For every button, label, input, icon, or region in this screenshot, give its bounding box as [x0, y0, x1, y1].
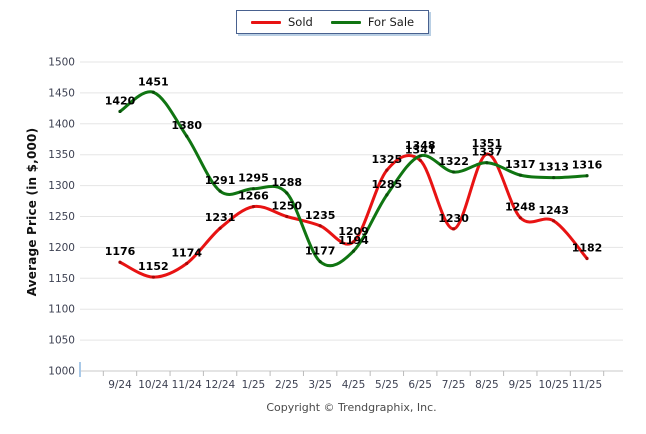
x-tick-label: 1/25 — [242, 379, 266, 391]
point-label-sold: 1174 — [171, 246, 202, 259]
y-tick-label: 1200 — [48, 242, 75, 254]
data-point-sold — [518, 216, 522, 220]
data-point-for-sale — [118, 109, 122, 114]
data-point-sold — [118, 260, 122, 264]
x-tick-label: 2/25 — [275, 379, 299, 391]
data-point-for-sale — [518, 173, 522, 177]
legend-label-sold: Sold — [288, 15, 313, 29]
point-label-sold: 1341 — [405, 143, 436, 156]
point-label-for-sale: 1337 — [472, 146, 503, 159]
data-point-sold — [485, 152, 489, 156]
x-tick-label: 9/24 — [108, 379, 132, 391]
point-label-sold: 1231 — [205, 211, 236, 224]
data-point-for-sale — [185, 134, 189, 138]
point-label-sold: 1209 — [338, 225, 369, 238]
x-tick-label: 8/25 — [475, 379, 499, 391]
point-label-for-sale: 1291 — [205, 174, 236, 187]
x-tick-label: 11/25 — [572, 379, 602, 391]
point-label-sold: 1243 — [538, 204, 569, 217]
data-point-for-sale — [418, 154, 422, 158]
data-point-sold — [351, 240, 356, 244]
series-line-sold — [118, 152, 589, 279]
data-point-sold — [451, 227, 456, 231]
point-label-sold: 1266 — [238, 190, 269, 203]
data-point-for-sale — [585, 174, 589, 178]
y-tick-label: 1350 — [48, 149, 75, 161]
copyright-text: Copyright © Trendgraphix, Inc. — [266, 401, 437, 414]
for-sale-line-swatch — [330, 20, 361, 24]
point-label-for-sale: 1295 — [238, 172, 269, 185]
x-tick-label: 12/24 — [205, 379, 236, 391]
y-tick-label: 1000 — [48, 366, 75, 378]
point-label-for-sale: 1316 — [572, 159, 603, 172]
data-point-sold — [285, 214, 289, 219]
point-label-sold: 1250 — [271, 200, 302, 213]
data-point-for-sale — [251, 187, 256, 191]
point-label-for-sale: 1380 — [171, 119, 202, 132]
x-tick-label: 5/25 — [375, 379, 399, 391]
data-point-sold — [185, 261, 189, 266]
data-point-for-sale — [451, 170, 456, 174]
point-label-for-sale: 1285 — [372, 178, 403, 191]
y-tick-label: 1400 — [48, 118, 75, 130]
point-label-for-sale: 1194 — [338, 234, 369, 247]
point-label-for-sale: 1313 — [538, 161, 569, 174]
y-tick-label: 1150 — [48, 273, 75, 285]
data-point-for-sale — [218, 189, 222, 193]
point-label-sold: 1248 — [505, 201, 536, 214]
data-point-sold — [318, 224, 322, 228]
data-point-sold — [218, 226, 222, 230]
y-tick-label: 1450 — [48, 87, 75, 99]
point-label-for-sale: 1420 — [105, 94, 136, 107]
legend-item-for-sale: For Sale — [330, 15, 415, 29]
x-tick-label: 10/25 — [539, 379, 569, 391]
data-point-for-sale — [552, 175, 556, 180]
point-label-for-sale: 1322 — [438, 155, 469, 168]
data-point-for-sale — [351, 249, 356, 253]
y-tick-label: 1500 — [48, 57, 75, 69]
x-tick-label: 4/25 — [342, 379, 366, 391]
legend-label-for-sale: For Sale — [367, 15, 415, 29]
x-tick-label: 9/25 — [508, 379, 532, 391]
data-point-for-sale — [318, 260, 322, 264]
point-label-sold: 1325 — [372, 153, 403, 166]
data-point-sold — [151, 275, 155, 279]
x-tick-label: 10/24 — [138, 379, 169, 391]
legend-item-sold: Sold — [251, 15, 313, 29]
data-point-sold — [585, 256, 589, 261]
y-axis-title: Average Price (in $,000) — [25, 127, 39, 297]
point-label-sold: 1152 — [138, 260, 169, 273]
point-label-sold: 1182 — [572, 242, 603, 255]
chart-legend: Sold For Sale — [236, 10, 430, 34]
y-tick-label: 1250 — [48, 211, 75, 223]
y-tick-label: 1050 — [48, 335, 75, 347]
point-label-for-sale: 1317 — [505, 158, 536, 171]
x-tick-label: 11/24 — [172, 379, 203, 391]
data-point-for-sale — [285, 191, 289, 195]
point-label-for-sale: 1348 — [405, 139, 436, 152]
x-tick-label: 3/25 — [308, 379, 332, 391]
y-tick-label: 1300 — [48, 180, 75, 192]
data-point-for-sale — [485, 161, 489, 165]
point-label-sold: 1351 — [472, 137, 503, 150]
sold-line-swatch — [251, 20, 281, 24]
data-point-sold — [385, 168, 389, 172]
point-label-sold: 1235 — [305, 209, 336, 222]
data-point-sold — [251, 205, 256, 209]
point-label-sold: 1230 — [438, 212, 469, 225]
point-label-sold: 1176 — [105, 245, 136, 258]
y-tick-label: 1100 — [48, 304, 75, 316]
point-label-for-sale: 1177 — [305, 245, 336, 258]
data-point-for-sale — [151, 90, 155, 94]
data-point-for-sale — [385, 193, 389, 197]
data-point-sold — [552, 219, 556, 223]
point-label-for-sale: 1288 — [271, 176, 302, 189]
point-label-for-sale: 1451 — [138, 75, 169, 88]
x-tick-label: 7/25 — [442, 379, 466, 391]
x-tick-label: 6/25 — [408, 379, 432, 391]
data-point-sold — [418, 158, 422, 162]
